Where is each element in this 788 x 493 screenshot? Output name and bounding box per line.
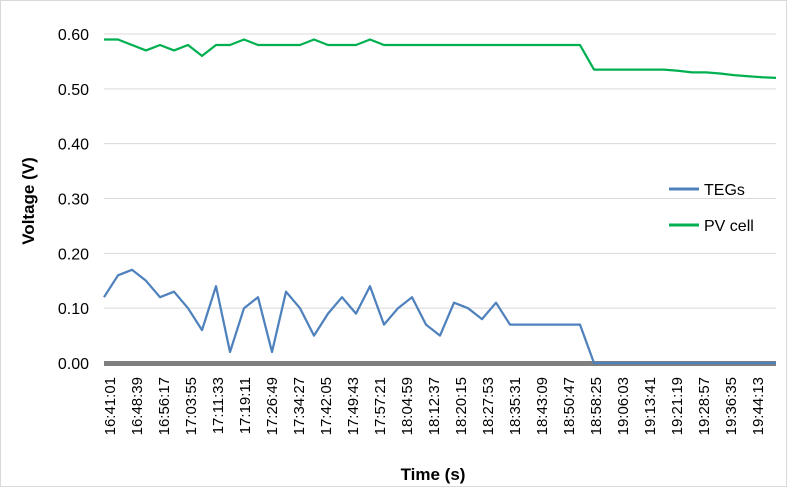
y-tick-label: 0.10 (58, 301, 89, 318)
legend: TEGs PV cell (669, 182, 754, 235)
x-tick-label: 18:58:25 (588, 377, 605, 435)
x-tick-label: 19:44:13 (750, 377, 767, 435)
x-tick-label: 19:13:41 (642, 377, 659, 435)
x-tick-label: 17:26:49 (264, 377, 281, 435)
x-tick-label: 17:42:05 (318, 377, 335, 435)
x-tick-label: 18:04:59 (399, 377, 416, 435)
x-axis-ticks: 16:41:01 16:48:39 16:56:17 17:03:55 17:11:33… (102, 377, 767, 435)
x-tick-label: 17:57:21 (372, 377, 389, 435)
series-line-tegs (103, 268, 776, 365)
x-tick-label: 16:56:17 (156, 377, 173, 435)
y-tick-label: 0.20 (58, 246, 89, 263)
x-tick-label: 18:35:31 (507, 377, 524, 435)
series-line-pv-cell (104, 38, 777, 80)
y-axis-ticks: 0.00 0.10 0.20 0.30 0.40 0.50 0.60 (58, 27, 89, 373)
x-tick-label: 19:21:19 (669, 377, 686, 435)
x-tick-label: 17:49:43 (345, 377, 362, 435)
y-tick-label: 0.00 (58, 356, 89, 373)
x-tick-label: 17:11:33 (210, 377, 227, 434)
y-tick-label: 0.30 (58, 192, 89, 209)
y-tick-label: 0.40 (58, 137, 89, 154)
x-tick-label: 16:48:39 (129, 377, 146, 435)
x-tick-label: 19:06:03 (615, 377, 632, 435)
legend-label: PV cell (704, 218, 754, 235)
x-tick-label: 19:36:35 (723, 377, 740, 435)
x-tick-label: 17:34:27 (291, 377, 308, 435)
x-tick-label: 18:27:53 (480, 377, 497, 435)
x-tick-label: 18:50:47 (561, 377, 578, 435)
x-tick-label: 18:12:37 (426, 377, 443, 435)
legend-label: TEGs (704, 182, 745, 199)
y-axis-title: Voltage (V) (19, 157, 38, 245)
y-tick-label: 0.60 (58, 27, 89, 44)
y-tick-label: 0.50 (58, 82, 89, 99)
series-lines (103, 38, 777, 365)
x-tick-label: 19:28:57 (696, 377, 713, 435)
x-axis-title: Time (s) (401, 465, 466, 484)
x-tick-label: 16:41:01 (102, 377, 119, 435)
x-axis-line (104, 361, 776, 366)
x-tick-label: 18:43:09 (534, 377, 551, 435)
x-tick-label: 17:19:11 (237, 377, 254, 434)
gridlines (104, 33, 776, 366)
x-tick-label: 18:20:15 (453, 377, 470, 435)
x-tick-label: 17:03:55 (183, 377, 200, 435)
